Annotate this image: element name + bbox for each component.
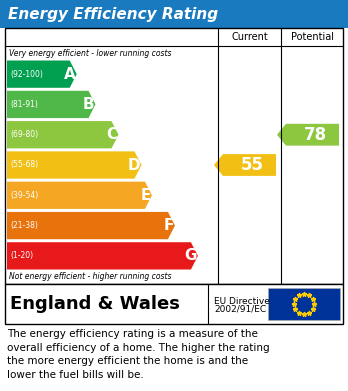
Text: Current: Current [231,32,268,42]
Text: F: F [164,218,174,233]
Text: E: E [141,188,151,203]
Polygon shape [214,154,276,176]
Bar [5,284,343,324]
Text: (92-100): (92-100) [10,70,43,79]
Text: EU Directive: EU Directive [214,296,270,305]
Polygon shape [7,61,77,88]
Text: (39-54): (39-54) [10,191,38,200]
Bar [0,0,348,28]
Text: A: A [64,66,76,82]
Polygon shape [7,91,95,118]
Text: 78: 78 [304,126,327,144]
Text: (1-20): (1-20) [10,251,33,260]
Text: The energy efficiency rating is a measure of the
overall efficiency of a home. T: The energy efficiency rating is a measur… [7,329,270,380]
Text: Very energy efficient - lower running costs: Very energy efficient - lower running co… [9,49,172,58]
Text: 55: 55 [241,156,264,174]
Text: (69-80): (69-80) [10,130,38,139]
Text: D: D [128,158,141,172]
Text: (81-91): (81-91) [10,100,38,109]
Text: 2002/91/EC: 2002/91/EC [214,305,266,314]
Text: Not energy efficient - higher running costs: Not energy efficient - higher running co… [9,272,172,281]
Text: (21-38): (21-38) [10,221,38,230]
Polygon shape [7,121,119,148]
Text: Potential: Potential [291,32,333,42]
Polygon shape [7,212,175,239]
Bar [268,288,340,320]
Polygon shape [277,124,339,145]
Polygon shape [7,151,142,179]
Text: (55-68): (55-68) [10,160,38,170]
Text: England & Wales: England & Wales [10,295,180,313]
Text: C: C [106,127,118,142]
Bar [5,28,343,284]
Polygon shape [7,182,152,209]
Polygon shape [7,242,198,269]
Text: B: B [83,97,95,112]
Text: Energy Efficiency Rating: Energy Efficiency Rating [8,7,218,22]
Text: G: G [184,248,197,264]
